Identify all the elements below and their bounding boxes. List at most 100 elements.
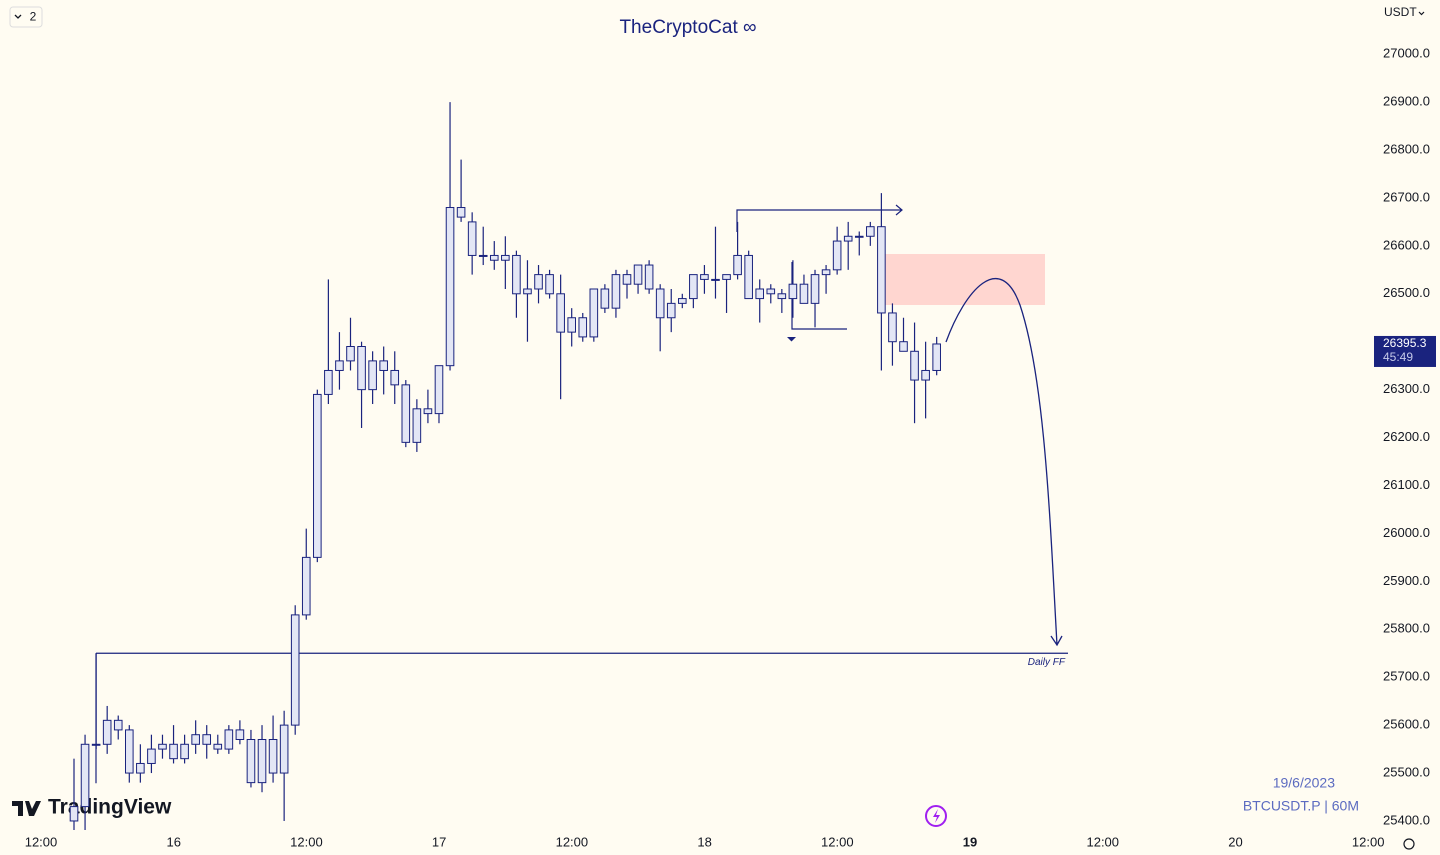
x-tick-label: 12:00 bbox=[1086, 834, 1119, 849]
candle-body bbox=[445, 207, 455, 367]
countdown: 45:49 bbox=[1383, 350, 1413, 364]
y-tick-label: 25900.0 bbox=[1383, 573, 1430, 588]
y-tick-label: 26700.0 bbox=[1383, 189, 1430, 204]
candle-body bbox=[224, 729, 234, 750]
flash-icon[interactable] bbox=[925, 805, 947, 827]
candle-body bbox=[368, 360, 377, 391]
y-tick-label: 25600.0 bbox=[1383, 717, 1430, 732]
candle-body bbox=[622, 274, 632, 285]
candle-body bbox=[401, 384, 411, 443]
candle-body bbox=[91, 743, 101, 746]
y-tick-label: 26200.0 bbox=[1383, 429, 1430, 444]
candle-body bbox=[147, 748, 156, 764]
candle-body bbox=[832, 240, 842, 271]
brand: TradingView bbox=[48, 796, 172, 819]
candle-body bbox=[213, 743, 223, 750]
x-tick-label: 17 bbox=[432, 834, 446, 849]
drawings bbox=[736, 204, 1063, 647]
candle-body bbox=[235, 729, 245, 740]
x-tick-label: 19 bbox=[963, 834, 977, 849]
candle-body bbox=[202, 734, 212, 745]
candle-body bbox=[169, 743, 178, 760]
candle-body bbox=[689, 274, 698, 300]
candle-body bbox=[346, 346, 355, 362]
candle-body bbox=[700, 274, 709, 280]
candle-body bbox=[777, 293, 787, 300]
candle-body bbox=[678, 298, 687, 304]
candle-body bbox=[899, 341, 908, 352]
candle-body bbox=[578, 317, 588, 338]
candle-body bbox=[910, 350, 919, 381]
symbol-note: BTCUSDT.P | 60M bbox=[1243, 798, 1359, 814]
brand-logo bbox=[12, 801, 41, 816]
candle-body bbox=[301, 556, 311, 616]
x-tick-label: 16 bbox=[166, 834, 180, 849]
candle-body bbox=[821, 269, 831, 276]
candle-body bbox=[423, 408, 433, 415]
y-tick-label: 26300.0 bbox=[1383, 381, 1430, 396]
y-tick-label: 26800.0 bbox=[1383, 141, 1430, 156]
settings-icon[interactable] bbox=[1403, 838, 1415, 850]
candle-body bbox=[80, 743, 90, 808]
candle-body bbox=[180, 743, 189, 760]
marker bbox=[787, 337, 796, 342]
candle-body bbox=[313, 393, 322, 558]
x-tick-label: 12:00 bbox=[290, 834, 323, 849]
candle-body bbox=[523, 288, 532, 295]
y-tick-label: 27000.0 bbox=[1383, 46, 1430, 61]
candle-body bbox=[932, 343, 941, 371]
y-tick-label: 25500.0 bbox=[1383, 764, 1430, 779]
last-price-label: 26395.3 bbox=[1383, 336, 1427, 350]
candle-body bbox=[257, 738, 267, 784]
candle-body bbox=[489, 254, 499, 261]
y-tick-label: 25700.0 bbox=[1383, 669, 1430, 684]
zone bbox=[884, 254, 1045, 305]
y-tick-label: 26500.0 bbox=[1383, 285, 1430, 300]
candle-body bbox=[854, 235, 864, 238]
x-tick-label: 12:00 bbox=[821, 834, 854, 849]
candle-body bbox=[611, 274, 621, 309]
currency[interactable]: USDT bbox=[1384, 5, 1417, 19]
chart-title: TheCryptoCat ∞ bbox=[619, 17, 756, 38]
candle-body bbox=[357, 346, 366, 391]
candle-body bbox=[467, 221, 477, 256]
candle-body bbox=[379, 360, 388, 371]
flash-bolt bbox=[933, 809, 940, 823]
x-tick-label: 12:00 bbox=[25, 834, 58, 849]
badge-chevron bbox=[14, 14, 22, 19]
candle-body bbox=[113, 719, 123, 731]
candle-body bbox=[268, 738, 278, 774]
candle-body bbox=[69, 806, 79, 822]
candle-body bbox=[501, 254, 510, 261]
layout-badge-box[interactable] bbox=[9, 6, 43, 28]
candle-body bbox=[766, 288, 776, 295]
candle-body bbox=[733, 254, 742, 276]
candle-body bbox=[755, 288, 765, 300]
candle-body bbox=[843, 235, 853, 242]
date-note: 19/6/2023 bbox=[1273, 775, 1335, 791]
x-tick-label: 12:00 bbox=[556, 834, 589, 849]
y-tick-label: 26000.0 bbox=[1383, 525, 1430, 540]
candle-body bbox=[136, 762, 145, 774]
projection-arrow bbox=[945, 278, 1063, 647]
candle-body bbox=[644, 264, 654, 290]
candle-body bbox=[390, 369, 400, 386]
candle-body bbox=[921, 369, 930, 381]
layout-badge: 2 bbox=[30, 10, 37, 24]
candle-body bbox=[633, 264, 643, 285]
candle-body bbox=[545, 274, 554, 295]
candle-body bbox=[655, 288, 665, 319]
candle-body bbox=[722, 274, 731, 280]
candle-body bbox=[799, 283, 809, 304]
candle-body bbox=[324, 369, 333, 395]
candle-body bbox=[711, 278, 720, 281]
candle-body bbox=[877, 226, 886, 314]
x-tick-label: 18 bbox=[697, 834, 711, 849]
x-tick-label: 12:00 bbox=[1352, 834, 1385, 849]
candle-body bbox=[556, 293, 565, 333]
candle-body bbox=[788, 283, 798, 300]
candle-body bbox=[246, 738, 256, 784]
candle-body bbox=[290, 614, 300, 726]
